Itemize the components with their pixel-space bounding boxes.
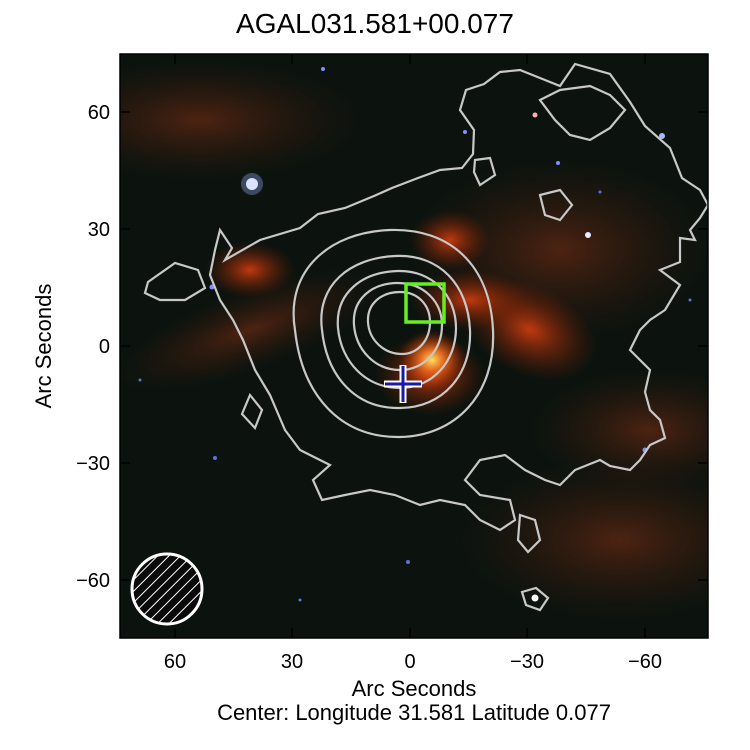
contour-lines	[143, 62, 708, 612]
x-tick-label: 60	[164, 651, 186, 673]
y-tick-label: 60	[88, 102, 110, 124]
square-marker-icon	[404, 282, 446, 324]
x-tick-labels: 60 30 0 −30 −60	[164, 651, 662, 673]
center-coordinates-label: Center: Longitude 31.581 Latitude 0.077	[217, 700, 611, 725]
y-tick-label: 30	[88, 219, 110, 241]
image-title: AGAL031.581+00.077	[236, 8, 514, 39]
y-tick-labels: 60 30 0 −30 −60	[76, 102, 110, 592]
x-tick-label: −30	[510, 651, 544, 673]
sky-image	[120, 54, 708, 638]
x-axis-label: Arc Seconds	[351, 676, 477, 701]
y-tick-label: −30	[76, 453, 110, 475]
x-tick-label: 0	[404, 651, 415, 673]
y-tick-label: 0	[99, 336, 110, 358]
tick-marks	[120, 54, 708, 638]
hatched-beam-icon	[130, 552, 204, 626]
x-tick-label: −60	[628, 651, 662, 673]
y-axis-label: Arc Seconds	[31, 283, 56, 409]
x-tick-label: 30	[281, 651, 303, 673]
y-tick-label: −60	[76, 570, 110, 592]
star-field	[138, 67, 692, 602]
plus-marker-icon	[384, 365, 422, 403]
